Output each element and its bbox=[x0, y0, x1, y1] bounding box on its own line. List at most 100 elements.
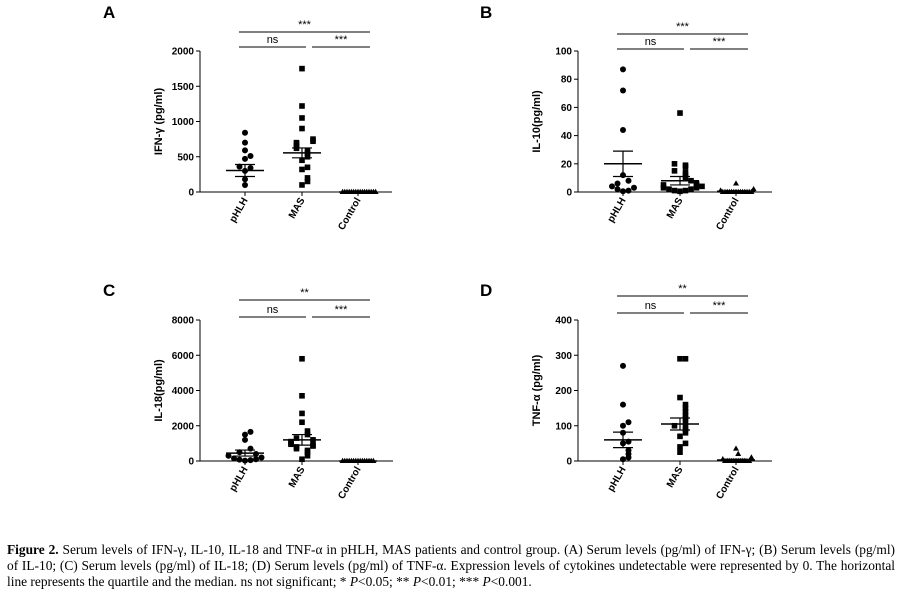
data-point-mas bbox=[682, 419, 689, 426]
x-tick-label-mas: MAS bbox=[287, 196, 308, 221]
data-point-mas bbox=[293, 435, 300, 441]
data-point-phlh bbox=[231, 455, 237, 462]
data-point-mas bbox=[682, 412, 689, 418]
data-point-mas bbox=[682, 415, 689, 422]
data-point-mas bbox=[299, 419, 305, 426]
data-point-mas bbox=[671, 168, 678, 174]
data-point-mas bbox=[677, 394, 683, 401]
data-point-phlh bbox=[242, 155, 248, 162]
y-tick-label: 300 bbox=[555, 351, 572, 362]
y-tick-label: 0 bbox=[566, 457, 572, 468]
significance-label: *** bbox=[676, 21, 690, 33]
data-point-mas bbox=[699, 183, 705, 190]
data-point-mas bbox=[682, 401, 689, 408]
data-point-control bbox=[733, 445, 739, 451]
x-tick-label-control: Control bbox=[714, 465, 741, 501]
data-point-mas bbox=[682, 172, 689, 178]
data-point-mas bbox=[304, 178, 311, 185]
data-point-phlh bbox=[625, 447, 632, 454]
panel-letter-d: D bbox=[480, 281, 492, 300]
data-point-phlh bbox=[631, 184, 637, 191]
x-tick-label-phlh: pHLH bbox=[606, 465, 629, 494]
x-tick-label-mas: MAS bbox=[287, 465, 308, 490]
data-point-phlh bbox=[625, 177, 632, 184]
data-point-phlh bbox=[614, 186, 621, 193]
data-point-mas bbox=[677, 110, 683, 116]
data-point-mas bbox=[693, 180, 700, 187]
data-point-phlh bbox=[620, 87, 626, 94]
data-point-phlh bbox=[242, 129, 248, 136]
data-point-phlh bbox=[247, 165, 254, 172]
data-point-phlh bbox=[620, 456, 626, 463]
figure-caption: Figure 2. Serum levels of IFN-γ, IL-10, … bbox=[7, 542, 895, 590]
y-tick-label: 1500 bbox=[172, 82, 195, 93]
data-point-control bbox=[735, 450, 742, 456]
panel-a: A 0 500 1000 1500 2000 IFN-γ (pg/ml) pHLH MAS Con… bbox=[103, 3, 392, 232]
y-axis-label: IL-10(pg/ml) bbox=[531, 90, 543, 153]
data-point-mas bbox=[682, 424, 689, 431]
significance-label: *** bbox=[298, 19, 312, 31]
data-point-mas bbox=[299, 182, 305, 188]
caption-p-1: P bbox=[349, 574, 359, 589]
data-point-mas bbox=[682, 440, 689, 447]
data-point-mas bbox=[671, 422, 678, 429]
significance-label: *** bbox=[335, 34, 349, 46]
caption-text-4: <0.001. bbox=[490, 574, 532, 589]
x-tick-label-control: Control bbox=[336, 465, 363, 501]
data-point-mas bbox=[682, 175, 689, 181]
data-point-mas bbox=[677, 449, 683, 455]
data-point-mas bbox=[682, 162, 689, 169]
significance-label: *** bbox=[713, 300, 727, 312]
y-tick-label: 0 bbox=[188, 188, 194, 199]
data-point-phlh bbox=[247, 445, 254, 452]
data-point-phlh bbox=[620, 422, 626, 429]
data-point-phlh bbox=[242, 436, 248, 443]
y-axis-label: TNF-α (pg/ml) bbox=[531, 354, 543, 426]
data-point-phlh bbox=[247, 428, 254, 435]
data-point-mas bbox=[682, 405, 689, 411]
x-tick-label-control: Control bbox=[714, 196, 741, 232]
panel-letter-a: A bbox=[103, 3, 115, 22]
data-point-phlh bbox=[253, 456, 259, 463]
data-point-control bbox=[733, 180, 739, 186]
y-axis-label: IL-18(pg/ml) bbox=[153, 359, 165, 422]
data-point-mas bbox=[304, 175, 311, 181]
data-point-mas bbox=[304, 148, 311, 154]
data-point-mas bbox=[671, 161, 678, 167]
y-tick-label: 100 bbox=[555, 47, 572, 58]
data-point-phlh bbox=[609, 183, 615, 190]
data-point-control bbox=[748, 454, 755, 460]
data-point-mas bbox=[304, 428, 311, 434]
data-point-phlh bbox=[242, 176, 248, 183]
data-point-phlh bbox=[620, 362, 626, 369]
data-point-phlh bbox=[625, 187, 632, 194]
data-point-mas bbox=[682, 355, 689, 362]
y-tick-label: 200 bbox=[555, 386, 572, 397]
caption-text-2: <0.05; ** bbox=[358, 574, 413, 589]
caption-text-1: Serum levels of IFN-γ, IL-10, IL-18 and … bbox=[7, 542, 896, 589]
y-tick-label: 500 bbox=[177, 152, 194, 163]
data-point-phlh bbox=[242, 431, 248, 438]
caption-figure-label: Figure 2. bbox=[7, 542, 59, 557]
data-point-phlh bbox=[242, 457, 248, 464]
caption-p-3: P bbox=[482, 574, 491, 589]
data-point-mas bbox=[677, 433, 683, 440]
data-point-phlh bbox=[242, 147, 248, 154]
panel-b: B 0 20 40 60 80 100 IL-10(pg/ml) pHLH MAS Control n… bbox=[480, 3, 772, 232]
y-tick-label: 60 bbox=[561, 103, 573, 114]
significance-label: ns bbox=[267, 34, 279, 46]
data-point-mas bbox=[304, 164, 311, 171]
data-point-mas bbox=[666, 186, 672, 192]
y-tick-label: 1000 bbox=[172, 117, 195, 128]
data-point-mas bbox=[677, 188, 683, 195]
data-point-mas bbox=[310, 442, 316, 448]
y-tick-label: 40 bbox=[561, 131, 573, 142]
data-point-phlh bbox=[620, 401, 626, 408]
data-point-phlh bbox=[620, 66, 626, 73]
x-tick-label-phlh: pHLH bbox=[228, 465, 251, 494]
data-point-mas bbox=[299, 456, 305, 463]
data-point-mas bbox=[299, 392, 305, 399]
data-point-phlh bbox=[625, 419, 632, 426]
data-point-mas bbox=[299, 166, 305, 173]
